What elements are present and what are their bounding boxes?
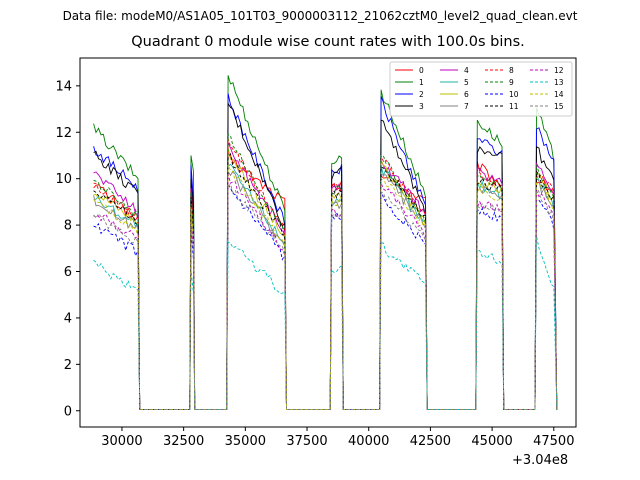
legend-label-11: 11 [509,102,519,111]
y-tick-label: 4 [64,311,72,326]
y-tick-label: 10 [55,172,72,187]
x-tick-label: 30000 [101,434,142,449]
legend-box [389,61,573,117]
y-axis: 0 2 4 6 8 10 12 14 [55,79,80,419]
series-line-15 [93,183,558,411]
axes-frame [79,57,577,428]
x-tick-label: 40000 [348,434,389,449]
suptitle: Data file: modeM0/AS1A05_101T03_90000031… [62,9,578,23]
x-offset-label: +3.04e8 [512,453,569,468]
x-axis: 30000 32500 35000 37500 40000 42500 45000 47500 [101,427,574,449]
legend-label-5: 5 [464,78,469,87]
x-tick-label: 42500 [410,434,451,449]
y-tick-label: 12 [55,126,72,141]
y-tick-label: 8 [64,219,72,234]
legend-label-13: 13 [554,78,564,87]
y-tick-label: 0 [64,404,72,419]
legend-label-4: 4 [464,66,469,75]
x-tick-label: 35000 [225,434,266,449]
series-line-14 [93,164,558,411]
legend-label-0: 0 [419,66,424,75]
x-tick-label: 32500 [163,434,204,449]
series-layer [93,75,558,411]
x-tick-label: 45000 [471,434,512,449]
legend-label-7: 7 [464,102,469,111]
legend-label-14: 14 [554,90,564,99]
legend-label-8: 8 [509,66,514,75]
legend-label-2: 2 [419,90,424,99]
legend-label-6: 6 [464,90,469,99]
legend-label-3: 3 [419,102,424,111]
x-tick-label: 47500 [533,434,574,449]
y-tick-label: 14 [55,79,72,94]
y-tick-label: 2 [64,358,72,373]
legend-label-10: 10 [509,90,519,99]
legend-label-15: 15 [554,102,564,111]
legend-label-12: 12 [554,66,564,75]
legend-label-1: 1 [419,78,424,87]
chart-title: Quadrant 0 module wise count rates with … [131,34,525,50]
legend-label-9: 9 [509,78,514,87]
y-tick-label: 6 [64,265,72,280]
x-tick-label: 37500 [286,434,327,449]
